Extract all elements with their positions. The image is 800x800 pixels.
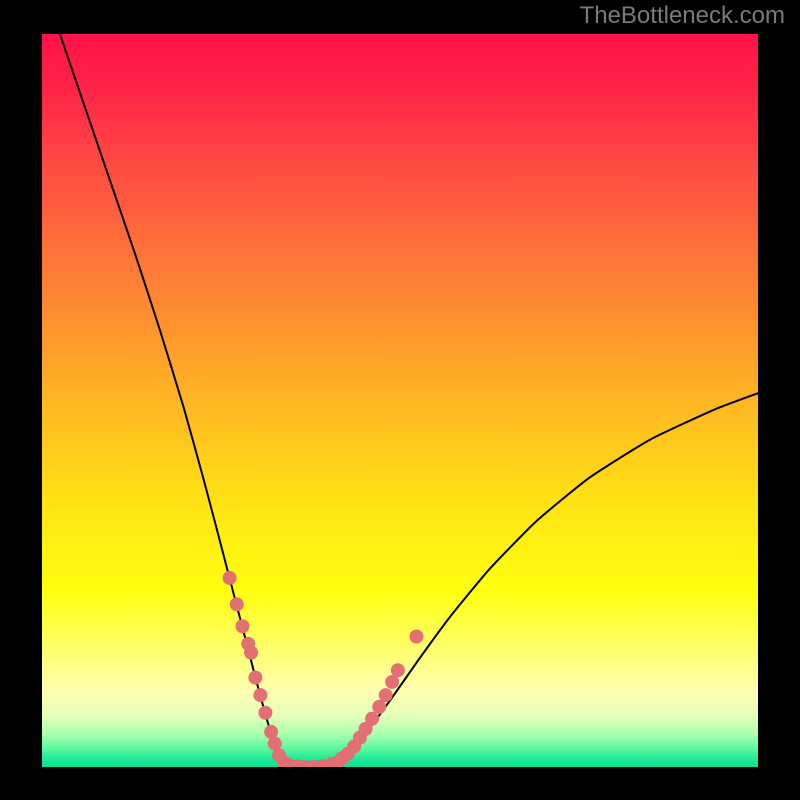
data-point — [409, 630, 423, 644]
watermark-text: TheBottleneck.com — [580, 2, 785, 30]
chart-background — [42, 34, 758, 767]
chart-svg — [42, 34, 758, 767]
data-point — [365, 712, 379, 726]
chart-frame — [0, 0, 800, 800]
chart-plot-area — [42, 34, 758, 767]
data-point — [223, 571, 237, 585]
data-point — [379, 688, 393, 702]
data-point — [235, 619, 249, 633]
data-point — [244, 646, 258, 660]
data-point — [391, 663, 405, 677]
data-point — [230, 597, 244, 611]
data-point — [258, 706, 272, 720]
data-point — [253, 688, 267, 702]
data-point — [248, 671, 262, 685]
